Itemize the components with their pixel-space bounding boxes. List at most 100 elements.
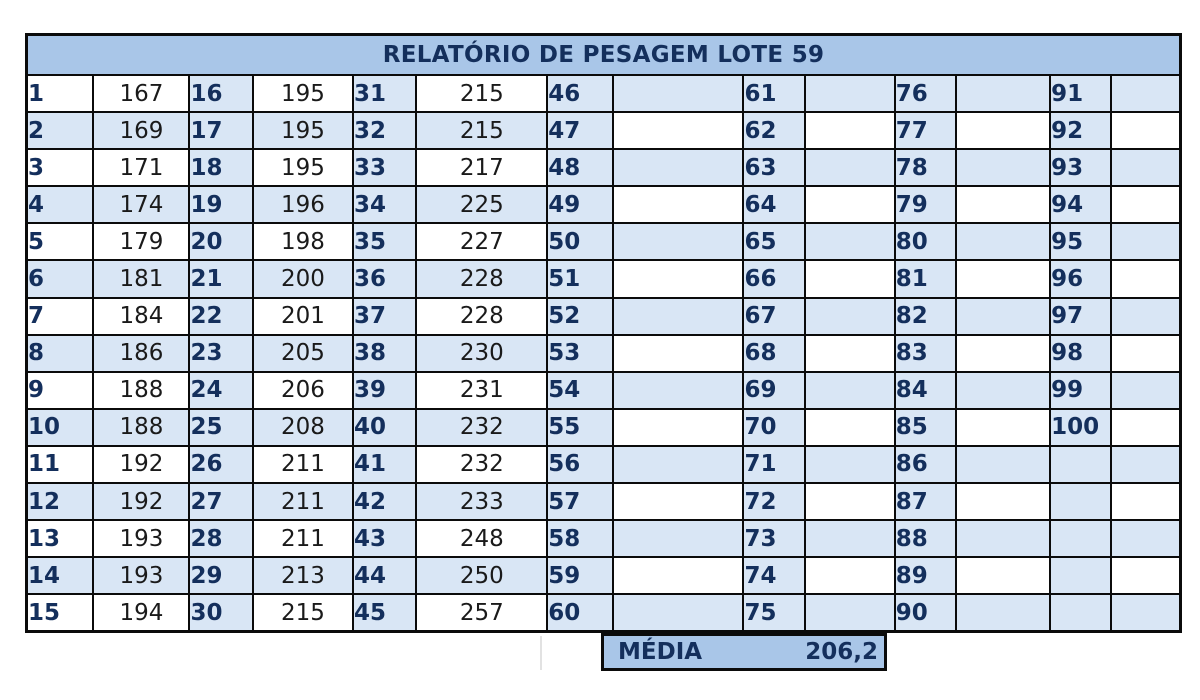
row-index: 27 — [188, 482, 254, 522]
row-index: 95 — [1049, 222, 1113, 262]
weight-cell — [1110, 222, 1179, 262]
weight-cell: 201 — [251, 296, 355, 336]
row-index: 34 — [352, 185, 418, 225]
weight-cell: 194 — [92, 593, 191, 631]
row-index: 26 — [188, 444, 254, 485]
row-index: 85 — [893, 407, 958, 447]
weight-cell: 215 — [415, 76, 549, 114]
row-index: 6 — [28, 259, 95, 299]
row-index: 57 — [546, 482, 614, 522]
row-index: 12 — [28, 482, 95, 522]
row-index: 33 — [352, 148, 418, 188]
row-index: 54 — [546, 370, 614, 410]
weight-cell: 206 — [251, 370, 355, 410]
weight-cell — [803, 259, 896, 299]
table-row: 15 194 30 215 45 257 60 75 90 — [28, 593, 1179, 631]
row-index: 2 — [28, 111, 95, 151]
weight-cell — [1110, 370, 1179, 410]
row-index: 37 — [352, 296, 418, 336]
weight-cell: 167 — [92, 76, 191, 114]
weight-cell: 195 — [251, 111, 355, 151]
weight-cell: 230 — [415, 333, 549, 373]
row-index: 11 — [28, 444, 95, 485]
table-row: 10 188 25 208 40 232 55 70 85 100 — [28, 407, 1179, 447]
weight-cell — [803, 148, 896, 188]
row-index: 80 — [893, 222, 958, 262]
weight-cell — [803, 556, 896, 596]
weight-cell — [1110, 519, 1179, 559]
row-index: 48 — [546, 148, 614, 188]
weight-cell: 174 — [92, 185, 191, 225]
weight-cell: 193 — [92, 556, 191, 596]
row-index: 68 — [742, 333, 806, 373]
weight-cell — [611, 444, 745, 485]
row-index: 66 — [742, 259, 806, 299]
row-index: 56 — [546, 444, 614, 485]
weight-cell — [1110, 148, 1179, 188]
weight-cell — [803, 482, 896, 522]
weights-table: 1 167 16 195 31 215 46 61 76 91 2 169 17 195 32 215 47 62… — [28, 76, 1179, 631]
weight-cell — [955, 148, 1052, 188]
weight-cell — [1110, 333, 1179, 373]
weight-cell: 186 — [92, 333, 191, 373]
weight-cell — [803, 519, 896, 559]
row-index: 29 — [188, 556, 254, 596]
weight-cell — [1110, 76, 1179, 114]
weight-cell: 227 — [415, 222, 549, 262]
weight-cell: 205 — [251, 333, 355, 373]
weight-cell — [611, 222, 745, 262]
weight-cell: 184 — [92, 296, 191, 336]
weight-cell: 250 — [415, 556, 549, 596]
row-index: 24 — [188, 370, 254, 410]
weight-cell — [803, 593, 896, 631]
row-index: 39 — [352, 370, 418, 410]
table-row: 5 179 20 198 35 227 50 65 80 95 — [28, 222, 1179, 262]
row-index: 40 — [352, 407, 418, 447]
weight-cell — [1110, 259, 1179, 299]
row-index: 73 — [742, 519, 806, 559]
row-index: 25 — [188, 407, 254, 447]
weight-cell — [955, 593, 1052, 631]
table-row: 9 188 24 206 39 231 54 69 84 99 — [28, 370, 1179, 410]
weight-cell — [611, 296, 745, 336]
weight-cell — [955, 185, 1052, 225]
weight-cell: 233 — [415, 482, 549, 522]
table-row: 12 192 27 211 42 233 57 72 87 — [28, 482, 1179, 522]
table-row: 7 184 22 201 37 228 52 67 82 97 — [28, 296, 1179, 336]
weight-cell: 211 — [251, 519, 355, 559]
weight-cell — [955, 556, 1052, 596]
row-index: 30 — [188, 593, 254, 631]
row-index: 97 — [1049, 296, 1113, 336]
weight-cell — [1110, 111, 1179, 151]
weight-cell — [1110, 296, 1179, 336]
weight-cell — [955, 444, 1052, 485]
weight-cell: 215 — [415, 111, 549, 151]
row-index: 94 — [1049, 185, 1113, 225]
table-row: 6 181 21 200 36 228 51 66 81 96 — [28, 259, 1179, 299]
weight-cell — [803, 185, 896, 225]
weight-cell — [611, 185, 745, 225]
divider-line — [540, 636, 542, 670]
weight-cell: 192 — [92, 444, 191, 485]
row-index: 99 — [1049, 370, 1113, 410]
row-index: 88 — [893, 519, 958, 559]
row-index: 96 — [1049, 259, 1113, 299]
weight-cell: 188 — [92, 370, 191, 410]
row-index: 38 — [352, 333, 418, 373]
row-index: 91 — [1049, 76, 1113, 114]
weight-cell — [1110, 444, 1179, 485]
weight-cell: 195 — [251, 148, 355, 188]
weight-cell — [955, 111, 1052, 151]
weight-cell: 193 — [92, 519, 191, 559]
row-index: 28 — [188, 519, 254, 559]
row-index: 82 — [893, 296, 958, 336]
row-index: 1 — [28, 76, 95, 114]
row-index: 7 — [28, 296, 95, 336]
table-row: 8 186 23 205 38 230 53 68 83 98 — [28, 333, 1179, 373]
row-index — [1049, 519, 1113, 559]
row-index: 70 — [742, 407, 806, 447]
row-index: 86 — [893, 444, 958, 485]
weight-cell: 215 — [251, 593, 355, 631]
weight-cell — [955, 407, 1052, 447]
row-index: 77 — [893, 111, 958, 151]
